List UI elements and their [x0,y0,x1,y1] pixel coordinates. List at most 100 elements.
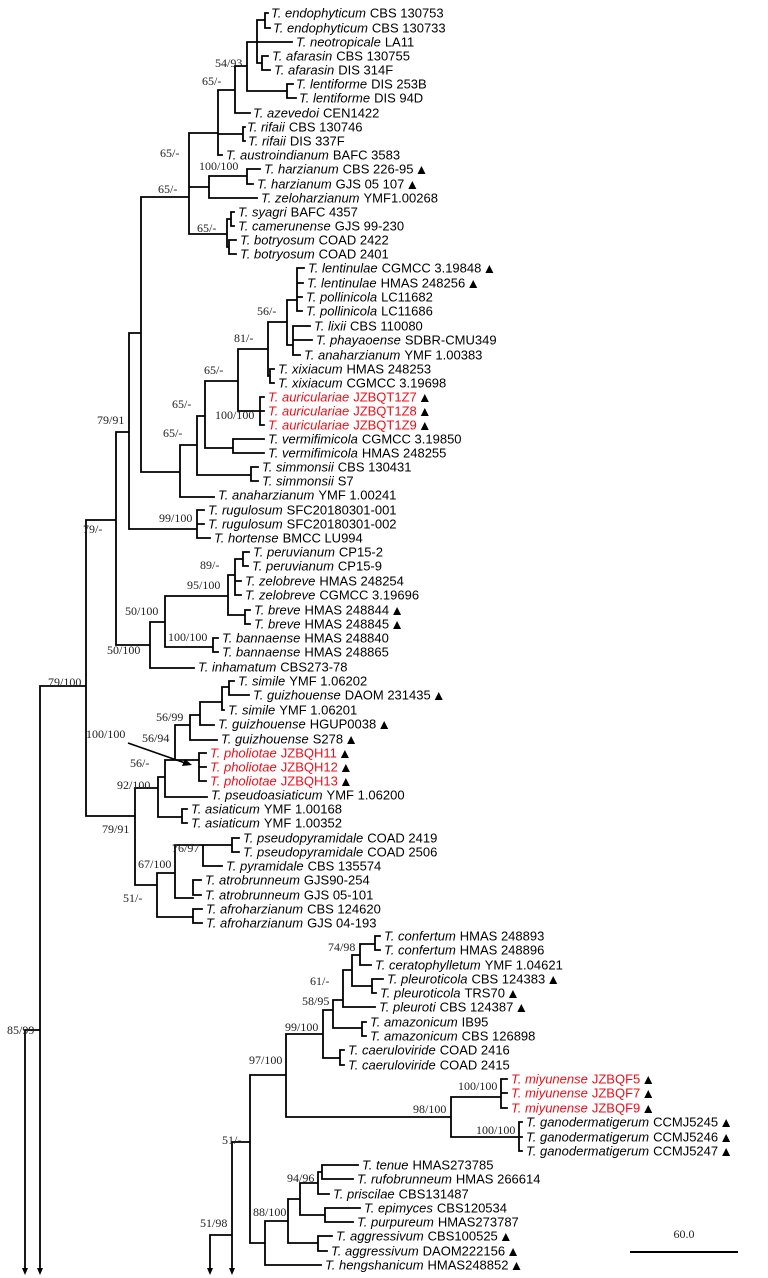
leaf-label-new-species: T. pholiotae JZBQH11 [210,746,337,761]
species-name: T. confertum [384,943,456,958]
leaf-label: T. bannaense HMAS 248840 [222,631,389,646]
leaf-label-new-species: T. miyunense JZBQF9 [511,1101,640,1116]
strain-id: CCMJ5245 [653,1115,718,1130]
leaf-label: T. rugulosum SFC20180301-001 [208,503,397,518]
strain-id: CBS 135574 [308,859,382,874]
leaf-label: T. atrobrunneum GJS90-254 [205,873,370,888]
leaf-label: T. rugulosum SFC20180301-002 [208,517,397,532]
leaf-label-new-species: T. pholiotae JZBQH12 [210,760,338,775]
species-name: T. asiaticum [191,816,260,831]
species-name: T. pholiotae [210,760,277,775]
leaf-label: T. lixii CBS 110080 [314,319,423,334]
leaf-label: T. amazonicum IB95 [370,1015,488,1030]
leaf-label: T. harzianum CBS 226-95 [264,162,414,177]
leaf-label: T. epimyces CBS120534 [364,1201,507,1216]
leaf-label-new-species: T. auriculariae JZBQT1Z9 [268,418,417,433]
species-name: T. zelobreve [245,574,315,589]
leaf-label: T. ganodermatigerum CCMJ5245 [526,1115,718,1130]
triangle-marker-icon [501,1233,510,1241]
support-value: 99/100 [285,1020,318,1034]
support-value: 88/100 [253,1205,286,1219]
leaf-label: T. peruvianum CP15-2 [253,545,383,560]
species-name: T. austroindianum [226,148,329,163]
leaf-label: T. endophyticum CBS 130753 [271,6,444,21]
leaf-label: T. afroharzianum GJS 04-193 [206,916,376,931]
leaf-label: T. rifaii DIS 337F [248,134,345,149]
strain-id: HMAS 248865 [304,645,389,660]
leaf-label: T. botryosum COAD 2422 [240,233,389,248]
strain-id: CGMCC 3.19696 [319,588,419,603]
species-name: T. miyunense [511,1086,588,1101]
strain-id: YMF 1.00241 [318,488,396,503]
strain-id: HMAS 248255 [362,446,447,461]
species-name: T. xixiacum [278,362,343,377]
leaf-label-new-species: T. auriculariae JZBQT1Z7 [268,390,417,405]
support-value: 100/100 [215,408,254,422]
species-name: T. anaharzianum [304,348,401,363]
strain-id: HMAS 248840 [304,631,389,646]
leaf-label: T. guizhouense S278 [221,732,343,747]
scale-bar-label: 60.0 [674,1227,695,1241]
species-name: T. pyramidale [226,859,304,874]
strain-id: HMAS 248896 [460,943,545,958]
support-value: 50/100 [107,643,140,657]
support-value: 65/- [163,426,182,440]
species-name: T. breve [254,617,301,632]
strain-id: CBS 130733 [372,21,446,36]
strain-id: CBS120534 [437,1201,507,1216]
strain-id: DIS 94D [374,91,423,106]
strain-id: HMAS 266614 [456,1172,541,1187]
triangle-marker-icon [509,1248,518,1256]
species-name: T. ganodermatigerum [526,1115,649,1130]
species-name: T. azevedoi [253,106,320,121]
support-value: 97/100 [249,1053,282,1067]
species-name: T. zeloharzianum [261,191,360,206]
strain-id: S7 [338,474,354,489]
strain-id: COAD 2401 [319,247,389,262]
strain-id: CBS 130431 [338,460,412,475]
truncated-branch-arrows [22,1268,235,1275]
species-name: T. inhamatum [198,660,276,675]
species-name: T. lentiforme [299,91,370,106]
species-name: T. epimyces [364,1201,433,1216]
leaf-label: T. breve HMAS 248844 [254,603,389,618]
triangle-marker-icon [341,764,350,772]
leaf-label: T. bannaense HMAS 248865 [222,645,389,660]
species-name: T. anaharzianum [218,488,315,503]
strain-id: HMAS 248845 [305,617,390,632]
support-value: 56/99 [156,710,183,724]
species-name: T. afroharzianum [206,916,303,931]
leaf-label: T. lentinulae CGMCC 3.19848 [308,261,481,276]
support-value: 65/- [172,397,191,411]
leaf-label-new-species: T. miyunense JZBQF7 [511,1086,640,1101]
strain-id: CBS 226-95 [343,162,414,177]
support-value: 51/- [222,1133,241,1147]
leaf-label: T. anaharzianum YMF 1.00241 [218,488,396,503]
strain-id: LC11682 [381,290,433,305]
support-value: 81/- [234,331,253,345]
triangle-marker-icon [644,1090,653,1098]
leaf-label: T. hengshanicum HMAS248852 [325,1258,508,1273]
leaf-label: T. neotropicale LA11 [296,35,414,50]
strain-id: CGMCC 3.19850 [362,432,462,447]
leaf-label: T. aggressivum DAOM222156 [331,1244,505,1259]
strain-id: COAD 2416 [440,1043,510,1058]
strain-id: CBS 124620 [307,902,381,917]
leaf-label: T. harzianum GJS 05 107 [257,177,404,192]
leaf-label: T. purpureum HMAS273787 [357,1215,519,1230]
leaf-label: T. pseudopyramidale COAD 2419 [243,831,437,846]
arrowhead-icon [182,759,192,766]
triangle-marker-icon [722,1119,731,1127]
support-value: 65/- [160,146,179,160]
strain-id: SFC20180301-001 [287,503,397,518]
arrow-down-icon [37,1268,43,1275]
support-value: 79/- [83,522,102,536]
species-name: T. neotropicale [296,35,381,50]
species-name: T. pleuroticola [380,986,460,1001]
species-name: T. ceratophylletum [375,958,481,973]
support-value: 74/98 [328,940,355,954]
triangle-marker-icon [644,1076,653,1084]
species-name: T. simmonsii [262,474,335,489]
species-name: T. vermifimicola [268,446,358,461]
species-name: T. guizhouense [221,732,309,747]
